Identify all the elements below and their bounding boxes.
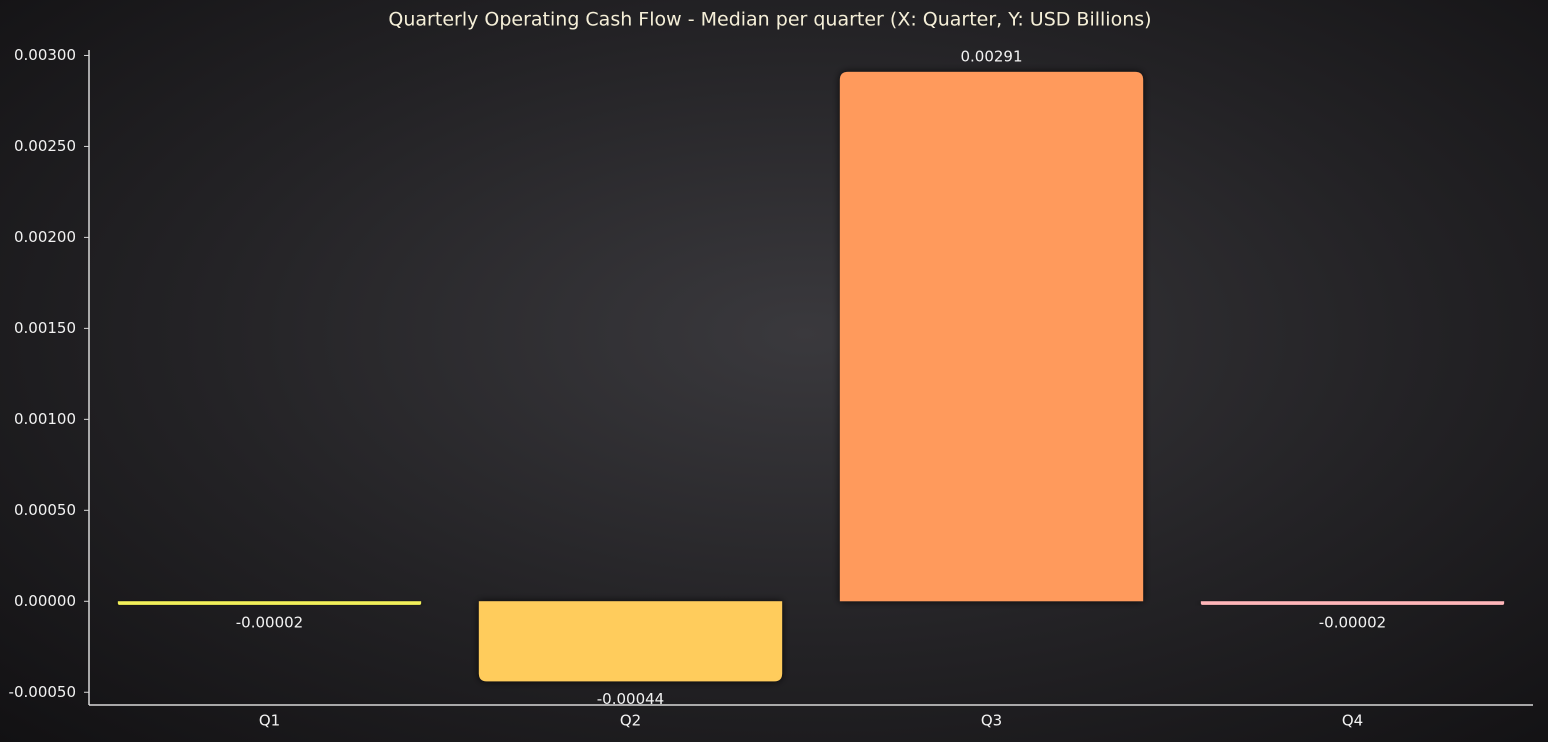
y-tick-label: 0.00300 <box>14 46 76 64</box>
y-tick-label: -0.00050 <box>9 683 76 701</box>
chart-title: Quarterly Operating Cash Flow - Median p… <box>388 9 1151 31</box>
x-tick-label: Q3 <box>981 712 1002 730</box>
value-label: -0.00044 <box>597 690 664 708</box>
value-label: -0.00002 <box>236 613 303 631</box>
value-label: 0.00291 <box>960 47 1022 65</box>
y-tick-label: 0.00200 <box>14 228 76 246</box>
bar <box>117 601 422 605</box>
x-tick-label: Q4 <box>1342 712 1363 730</box>
y-tick-label: 0.00250 <box>14 137 76 155</box>
bar <box>839 71 1144 602</box>
value-label: -0.00002 <box>1319 613 1386 631</box>
y-tick-label: 0.00050 <box>14 501 76 519</box>
y-tick-label: 0.00150 <box>14 319 76 337</box>
x-tick-label: Q2 <box>620 712 641 730</box>
bar <box>478 601 783 682</box>
y-tick-label: 0.00000 <box>14 592 76 610</box>
y-tick-label: 0.00100 <box>14 410 76 428</box>
x-tick-label: Q1 <box>259 712 280 730</box>
bar <box>1200 601 1505 605</box>
